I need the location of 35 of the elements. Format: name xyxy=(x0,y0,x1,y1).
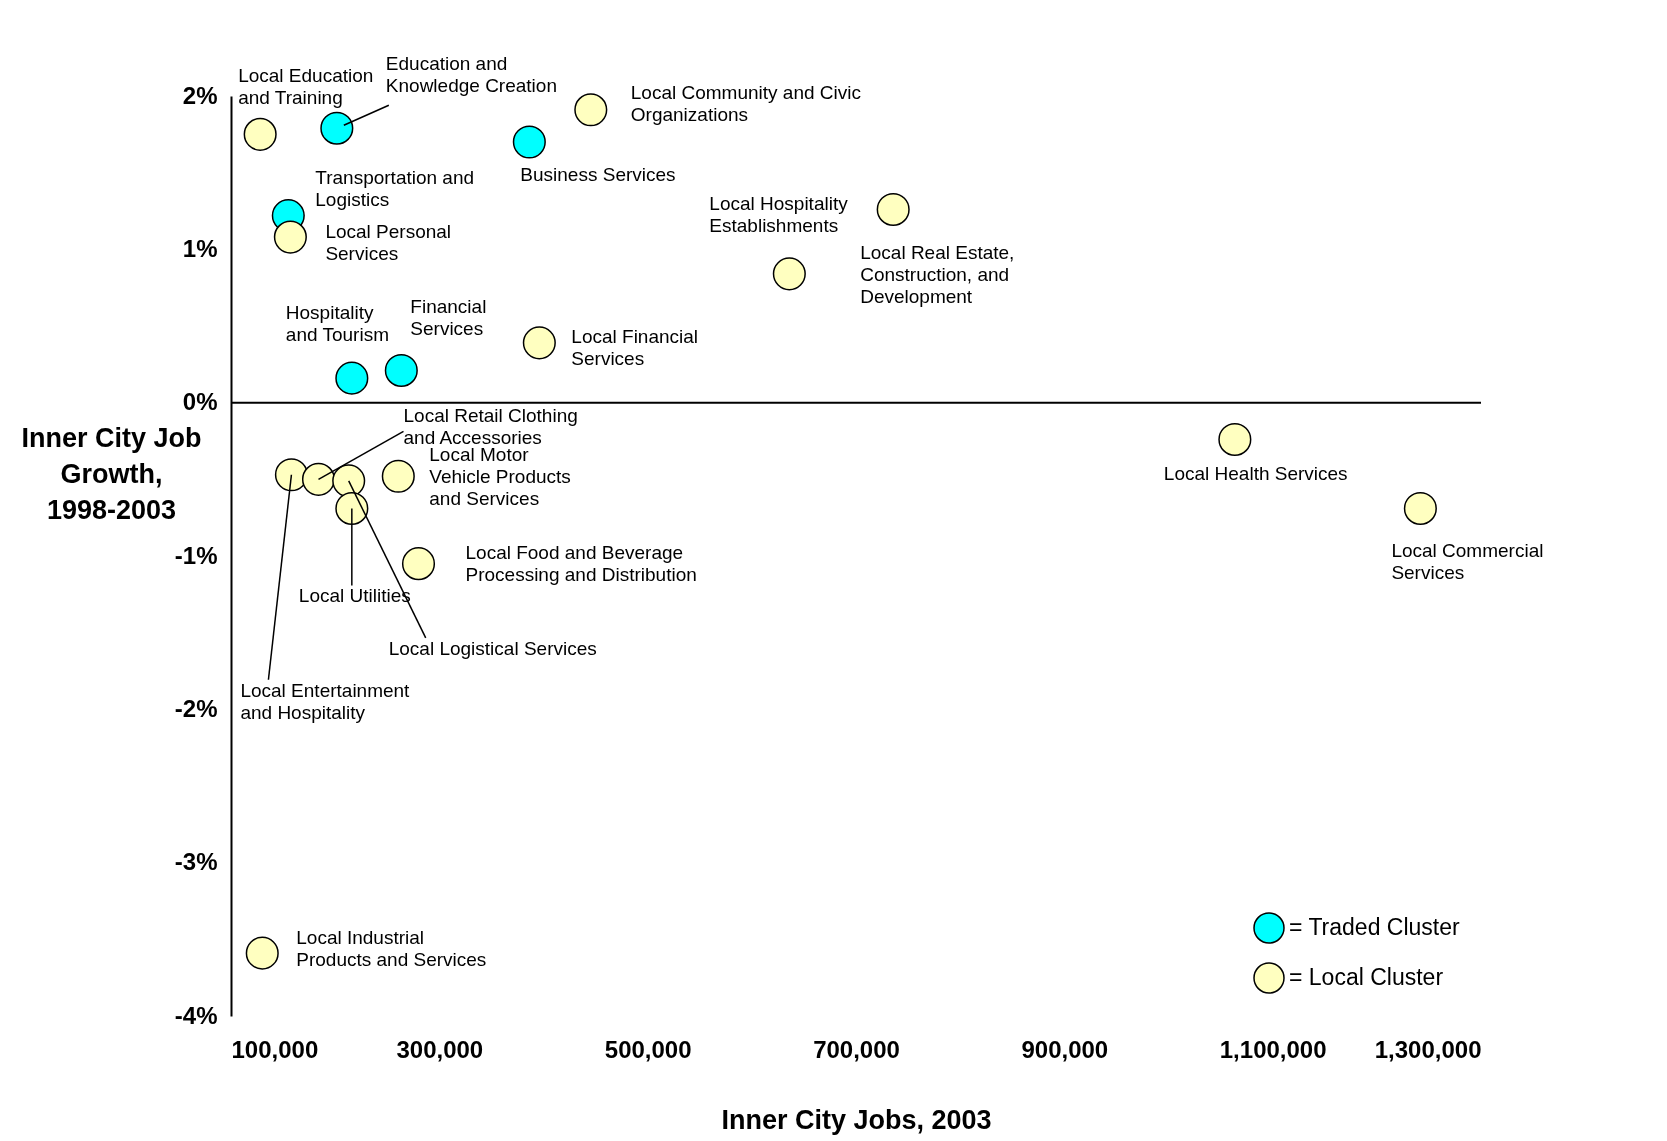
annotation: Transportation and Logistics xyxy=(315,166,475,210)
x-tick-label: 300,000 xyxy=(396,1035,484,1063)
annotation: Local Commercial Services xyxy=(1391,540,1544,584)
x-tick-label: 1,100,000 xyxy=(1219,1035,1327,1063)
y-tick-label: 1% xyxy=(182,234,218,262)
annotation: Local Health Services xyxy=(1163,463,1348,485)
legend-label: = Local Cluster xyxy=(1289,964,1444,990)
annotation: Local Entertainment and Hospitality xyxy=(240,679,411,723)
annotation: Financial Services xyxy=(410,296,487,340)
y-tick-label: -2% xyxy=(174,694,218,722)
x-tick-label: 900,000 xyxy=(1021,1035,1109,1063)
x-tick-label: 100,000 xyxy=(231,1035,319,1063)
annotation: Local Community and Civic Organizations xyxy=(630,81,861,125)
y-axis-title: Inner City Job Growth, 1998-2003 xyxy=(21,423,202,526)
annotation: Local Hospitality Establishments xyxy=(709,192,849,236)
y-tick-label: -3% xyxy=(174,848,218,876)
x-tick-label: 1,300,000 xyxy=(1374,1035,1482,1063)
y-tick-label: -1% xyxy=(174,541,218,569)
x-tick-label: 700,000 xyxy=(813,1035,900,1063)
annotation: Local Logistical Services xyxy=(388,637,597,659)
annotation: Local Food and Beverage Processing and Distribution xyxy=(465,541,697,585)
annotation: Local Real Estate, Construction, and Development xyxy=(860,242,1015,308)
annotation: Local Financial Services xyxy=(571,325,699,369)
legend-label: = Traded Cluster xyxy=(1289,914,1461,940)
y-tick-label: 2% xyxy=(182,81,218,109)
annotation: Local Personal Services xyxy=(325,221,452,265)
annotation: Local Education and Training xyxy=(238,65,374,109)
y-tick-label: 0% xyxy=(182,388,218,416)
annotation: Hospitality and Tourism xyxy=(285,302,389,346)
y-tick-label: -4% xyxy=(174,1001,218,1029)
x-tick-label: 500,000 xyxy=(604,1035,692,1063)
annotation: Local Industrial Products and Services xyxy=(296,927,487,971)
x-axis-title: Inner City Jobs, 2003 xyxy=(721,1104,992,1135)
annotation: Business Services xyxy=(520,164,676,185)
annotation: Education and Knowledge Creation xyxy=(385,53,557,97)
